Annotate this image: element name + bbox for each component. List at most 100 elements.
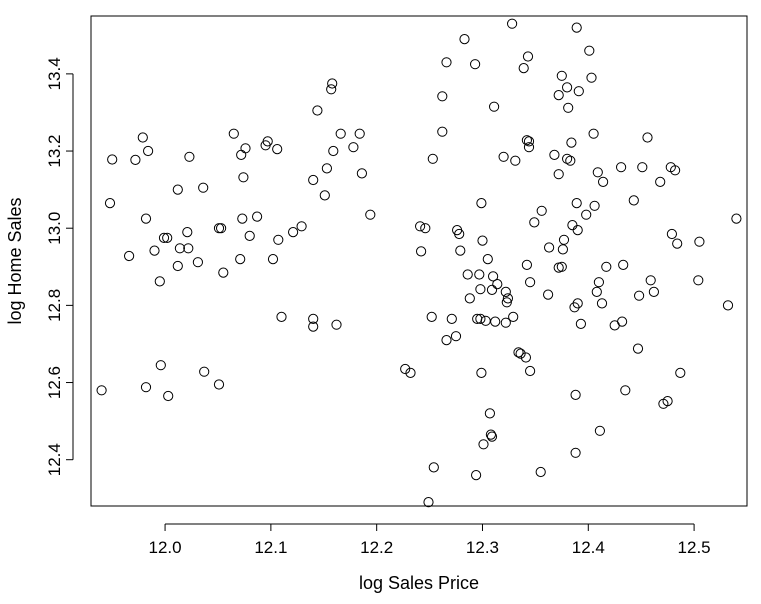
data-point bbox=[423, 497, 434, 508]
data-point bbox=[162, 232, 173, 243]
data-point bbox=[213, 223, 225, 234]
data-point bbox=[354, 128, 365, 139]
data-point bbox=[553, 90, 564, 101]
data-point bbox=[620, 385, 631, 396]
data-point bbox=[562, 82, 573, 93]
x-tick-label: 12.1 bbox=[254, 538, 287, 557]
data-point bbox=[485, 429, 496, 440]
data-point bbox=[365, 209, 376, 220]
data-point bbox=[529, 217, 540, 228]
data-point bbox=[521, 259, 533, 270]
data-point bbox=[454, 228, 465, 240]
data-point bbox=[450, 331, 462, 342]
data-point bbox=[348, 142, 359, 153]
data-point bbox=[492, 279, 503, 290]
x-axis-title: log Sales Price bbox=[359, 573, 479, 593]
data-point bbox=[596, 298, 608, 309]
data-point bbox=[655, 176, 666, 187]
data-point bbox=[240, 143, 251, 154]
data-point bbox=[437, 91, 448, 102]
data-point bbox=[237, 213, 248, 224]
data-point bbox=[510, 155, 521, 166]
data-point bbox=[556, 70, 567, 81]
data-point bbox=[331, 319, 342, 330]
data-point bbox=[267, 254, 279, 265]
data-point bbox=[124, 250, 135, 262]
x-tick-label: 12.2 bbox=[360, 538, 393, 557]
data-point bbox=[262, 136, 273, 147]
data-point bbox=[182, 227, 193, 238]
data-point bbox=[236, 149, 247, 160]
data-point bbox=[462, 269, 473, 280]
y-tick-label: 13.2 bbox=[45, 134, 64, 167]
y-axis: 12.4 12.6 12.8 13.0 13.2 13.4 bbox=[45, 57, 74, 476]
data-point bbox=[308, 321, 319, 332]
data-point bbox=[549, 149, 560, 160]
data-points bbox=[96, 18, 742, 508]
data-point bbox=[484, 408, 495, 419]
data-point bbox=[616, 162, 627, 173]
data-point bbox=[486, 284, 498, 295]
data-point bbox=[143, 145, 154, 157]
data-point bbox=[459, 34, 470, 45]
data-point bbox=[506, 18, 518, 29]
data-point bbox=[238, 172, 249, 183]
data-point bbox=[501, 297, 512, 308]
data-point bbox=[694, 236, 705, 247]
data-point bbox=[571, 198, 582, 209]
data-point bbox=[312, 105, 323, 116]
data-point bbox=[335, 128, 346, 139]
data-point bbox=[213, 379, 225, 390]
data-point bbox=[174, 243, 185, 254]
data-point bbox=[571, 22, 582, 33]
data-point bbox=[104, 198, 116, 209]
data-point bbox=[502, 293, 513, 304]
data-point bbox=[722, 300, 734, 311]
data-point bbox=[192, 257, 203, 268]
data-point bbox=[321, 163, 332, 174]
data-point bbox=[273, 234, 284, 245]
data-point bbox=[288, 227, 299, 238]
data-point bbox=[628, 195, 639, 206]
data-point bbox=[617, 316, 628, 327]
data-point bbox=[488, 271, 499, 282]
data-point bbox=[308, 313, 319, 324]
data-point bbox=[513, 347, 524, 358]
data-point bbox=[566, 137, 577, 148]
data-point bbox=[416, 246, 427, 257]
data-point bbox=[415, 221, 426, 232]
data-point bbox=[570, 447, 581, 458]
data-point bbox=[478, 439, 489, 450]
data-point bbox=[490, 316, 501, 327]
data-point bbox=[96, 385, 107, 396]
y-tick-label: 13.4 bbox=[45, 57, 64, 90]
data-point bbox=[522, 51, 534, 62]
data-point bbox=[525, 277, 536, 288]
data-point bbox=[572, 298, 583, 309]
data-point bbox=[584, 45, 595, 56]
data-point bbox=[471, 470, 482, 481]
data-point bbox=[216, 223, 227, 234]
data-point bbox=[476, 198, 487, 209]
data-point bbox=[327, 78, 338, 89]
data-point bbox=[518, 63, 529, 74]
data-point bbox=[575, 318, 587, 329]
x-axis: 12.0 12.1 12.2 12.3 12.4 12.5 bbox=[149, 523, 711, 557]
data-point bbox=[570, 389, 581, 400]
data-point bbox=[446, 313, 457, 324]
data-point bbox=[581, 209, 592, 220]
data-point bbox=[480, 315, 491, 326]
data-point bbox=[637, 162, 648, 173]
data-point bbox=[130, 154, 141, 165]
x-tick-label: 12.3 bbox=[466, 538, 499, 557]
y-axis-title: log Home Sales bbox=[5, 197, 25, 324]
data-point bbox=[296, 221, 307, 232]
data-point bbox=[500, 286, 511, 297]
data-point bbox=[521, 135, 533, 146]
data-point bbox=[455, 245, 466, 256]
data-point bbox=[244, 230, 255, 241]
data-point bbox=[642, 132, 653, 143]
data-point bbox=[523, 136, 535, 147]
data-point bbox=[474, 269, 485, 280]
